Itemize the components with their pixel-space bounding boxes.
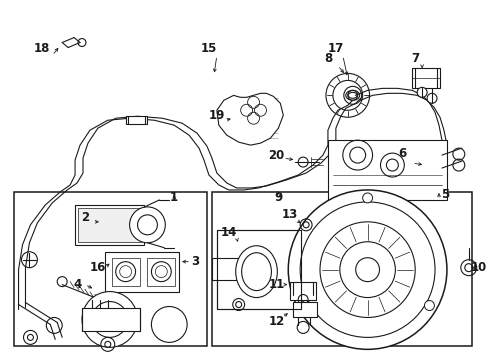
Bar	[211, 258, 239, 280]
Bar	[125, 116, 147, 124]
Text: 14: 14	[220, 226, 237, 239]
Bar	[14, 192, 206, 346]
Bar	[217, 230, 301, 310]
Text: 1: 1	[170, 192, 178, 204]
Circle shape	[424, 301, 433, 310]
Circle shape	[300, 301, 310, 310]
Ellipse shape	[235, 246, 277, 298]
Bar	[75, 205, 144, 245]
Bar	[147, 258, 175, 285]
Text: 12: 12	[268, 315, 284, 328]
Circle shape	[288, 190, 446, 349]
Bar	[290, 282, 315, 300]
Bar	[211, 192, 471, 346]
Text: 10: 10	[469, 261, 486, 274]
Bar	[293, 302, 316, 318]
Polygon shape	[217, 93, 283, 145]
Bar	[104, 252, 179, 292]
Text: 20: 20	[268, 149, 284, 162]
Text: 7: 7	[410, 52, 418, 65]
Bar	[217, 230, 301, 310]
Circle shape	[129, 207, 165, 243]
Text: 5: 5	[440, 188, 448, 202]
Text: 11: 11	[268, 278, 284, 291]
Text: 18: 18	[34, 42, 50, 55]
Text: 19: 19	[208, 109, 224, 122]
Circle shape	[416, 87, 426, 97]
Circle shape	[362, 193, 372, 203]
Text: 8: 8	[323, 52, 331, 65]
Text: 15: 15	[201, 42, 217, 55]
Text: 2: 2	[81, 211, 89, 224]
Text: 13: 13	[282, 208, 298, 221]
Text: 4: 4	[74, 278, 82, 291]
Circle shape	[151, 306, 187, 342]
Text: 9: 9	[274, 192, 282, 204]
Text: 17: 17	[327, 42, 343, 55]
Bar	[327, 140, 446, 200]
Circle shape	[426, 93, 436, 103]
Text: 3: 3	[191, 255, 199, 268]
Bar	[82, 307, 139, 332]
Bar	[78, 208, 141, 242]
Text: 16: 16	[89, 261, 106, 274]
Text: 6: 6	[397, 147, 406, 159]
Circle shape	[82, 292, 137, 347]
Bar	[112, 258, 139, 285]
Bar	[411, 68, 439, 88]
Ellipse shape	[345, 90, 359, 100]
